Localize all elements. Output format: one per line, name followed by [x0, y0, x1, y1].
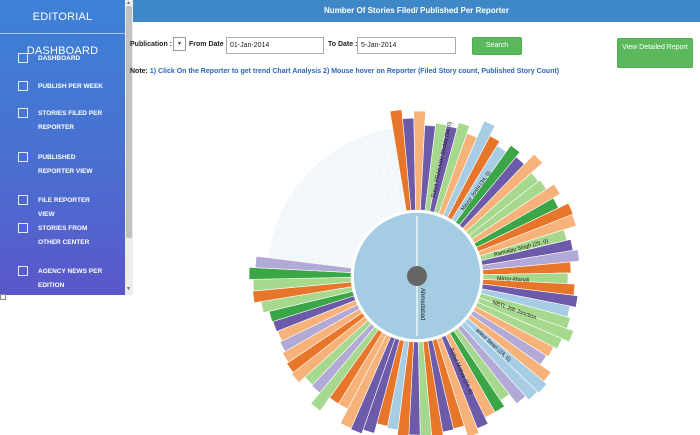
- sidebar: EDITORIAL DASHBOARD DASHBOARD PUBLISH PE…: [0, 0, 125, 295]
- center-hub: [407, 266, 427, 286]
- scroll-up-icon[interactable]: ▲: [126, 0, 131, 6]
- sidebar-item-label: FILE REPORTER VIEW: [38, 197, 91, 218]
- from-date-label: From Date :: [189, 41, 228, 48]
- to-date-input[interactable]: 5-Jan-2014: [357, 37, 456, 54]
- publication-label: Publication :: [130, 41, 172, 48]
- center-label: Ahmedabad: [419, 288, 425, 320]
- checkbox-icon: [18, 152, 28, 162]
- sunburst-chart[interactable]: Ahmedabad Surya PRAKASH Shukla (34, 0) Ma…: [215, 92, 625, 435]
- sidebar-item-publish-per-week[interactable]: PUBLISH PER WEEK: [0, 80, 125, 94]
- checkbox-icon: [18, 223, 28, 233]
- sidebar-item-label: PUBLISH PER WEEK: [38, 83, 104, 90]
- note: Note: 1) Click On the Reporter to get tr…: [130, 68, 559, 75]
- view-detailed-report-button[interactable]: View Detailed Report: [617, 38, 693, 68]
- sidebar-item-label: AGENCY NEWS PER EDITION: [38, 268, 103, 289]
- sidebar-item-stories-filed[interactable]: STORIES FILED PER REPORTER: [0, 107, 125, 135]
- checkbox-icon: [18, 53, 28, 63]
- scrollbar-thumb[interactable]: [126, 6, 132, 238]
- page-title: Number Of Stories Filed/ Published Per R…: [133, 0, 700, 22]
- sidebar-title: EDITORIAL DASHBOARD: [0, 0, 125, 57]
- note-text: 1) Click On the Reporter to get trend Ch…: [149, 68, 560, 75]
- sidebar-scrollbar[interactable]: ▲ ▼: [125, 0, 133, 295]
- search-button[interactable]: Search: [472, 37, 522, 55]
- sidebar-item-label: STORIES FILED PER REPORTER: [38, 110, 103, 131]
- publication-select[interactable]: ▼: [173, 37, 186, 51]
- from-date-input[interactable]: 01-Jan-2014: [226, 37, 324, 54]
- reporter-label[interactable]: Mirror-Manali: [497, 276, 530, 284]
- sunburst-segment[interactable]: [351, 136, 394, 217]
- dropdown-arrow-icon: ▼: [177, 41, 182, 47]
- sidebar-item-agency-news[interactable]: AGENCY NEWS PER EDITION: [0, 265, 125, 293]
- checkbox-icon: [18, 81, 28, 91]
- scroll-down-icon[interactable]: ▼: [126, 286, 131, 292]
- sidebar-item-file-reporter-view[interactable]: FILE REPORTER VIEW: [0, 194, 125, 222]
- sidebar-item-published-reporter-view[interactable]: PUBLISHED REPORTER VIEW: [0, 151, 125, 179]
- sidebar-item-label: DASHBOARD: [38, 55, 81, 62]
- checkbox-icon: [18, 108, 28, 118]
- sunburst-layer: [248, 109, 580, 435]
- resize-handle[interactable]: [0, 294, 6, 300]
- sidebar-item-label: STORIES FROM OTHER CENTER: [38, 225, 90, 246]
- to-date-label: To Date :: [328, 41, 358, 48]
- note-label: Note:: [130, 68, 148, 75]
- sidebar-item-stories-other-center[interactable]: STORIES FROM OTHER CENTER: [0, 222, 125, 250]
- sidebar-item-dashboard[interactable]: DASHBOARD: [0, 52, 125, 66]
- checkbox-icon: [18, 266, 28, 276]
- sidebar-item-label: PUBLISHED REPORTER VIEW: [38, 154, 93, 175]
- checkbox-icon: [18, 195, 28, 205]
